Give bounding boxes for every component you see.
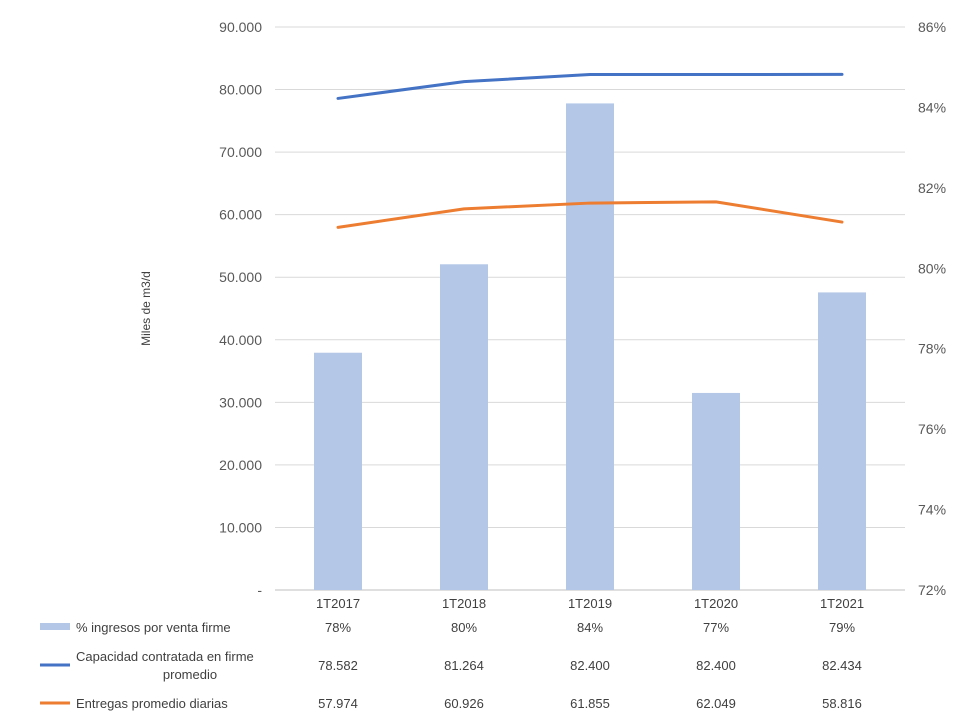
- y-left-tick-label: 20.000: [219, 457, 262, 473]
- data-label: 82.400: [696, 658, 736, 673]
- y-axis-title: Miles de m3/d: [139, 271, 153, 346]
- x-tick-label: 1T2020: [694, 596, 738, 611]
- data-label: 79%: [829, 620, 855, 635]
- x-tick-label: 1T2021: [820, 596, 864, 611]
- data-label: 78%: [325, 620, 351, 635]
- legend-label: % ingresos por venta firme: [76, 620, 231, 635]
- bar: [440, 264, 488, 590]
- data-label: 82.434: [822, 658, 862, 673]
- data-label: 84%: [577, 620, 603, 635]
- data-label: 78.582: [318, 658, 358, 673]
- legend-key-bar: [40, 623, 70, 630]
- y-left-tick-label: 10.000: [219, 519, 262, 535]
- y-right-tick-label: 82%: [918, 180, 946, 196]
- y-left-tick-label: 70.000: [219, 144, 262, 160]
- y-left-tick-label: -: [257, 582, 262, 598]
- y-left-tick-label: 30.000: [219, 394, 262, 410]
- legend-label: Capacidad contratada en firme: [76, 649, 254, 664]
- bar: [818, 292, 866, 590]
- data-label: 60.926: [444, 696, 484, 711]
- data-label: 80%: [451, 620, 477, 635]
- data-label: 57.974: [318, 696, 358, 711]
- data-label: 61.855: [570, 696, 610, 711]
- y-left-tick-label: 60.000: [219, 207, 262, 223]
- bar: [566, 103, 614, 591]
- y-right-tick-label: 74%: [918, 502, 946, 518]
- y-right-tick-label: 86%: [918, 19, 946, 35]
- x-tick-label: 1T2018: [442, 596, 486, 611]
- y-left-tick-label: 50.000: [219, 269, 262, 285]
- y-right-tick-label: 72%: [918, 582, 946, 598]
- series-line: [336, 72, 844, 100]
- data-label: 77%: [703, 620, 729, 635]
- y-right-tick-label: 78%: [918, 341, 946, 357]
- x-tick-label: 1T2017: [316, 596, 360, 611]
- y-left-tick-label: 80.000: [219, 82, 262, 98]
- y-left-tick-label: 40.000: [219, 332, 262, 348]
- data-label: 58.816: [822, 696, 862, 711]
- bar: [314, 352, 362, 590]
- y-left-tick-label: 90.000: [219, 19, 262, 35]
- bar: [692, 392, 740, 590]
- x-tick-label: 1T2019: [568, 596, 612, 611]
- y-right-tick-label: 76%: [918, 421, 946, 437]
- y-right-tick-label: 84%: [918, 99, 946, 115]
- data-label: 62.049: [696, 696, 736, 711]
- legend-label: Entregas promedio diarias: [76, 696, 228, 711]
- data-label: 82.400: [570, 658, 610, 673]
- y-right-tick-label: 80%: [918, 260, 946, 276]
- legend-label: promedio: [163, 667, 217, 682]
- data-label: 81.264: [444, 658, 484, 673]
